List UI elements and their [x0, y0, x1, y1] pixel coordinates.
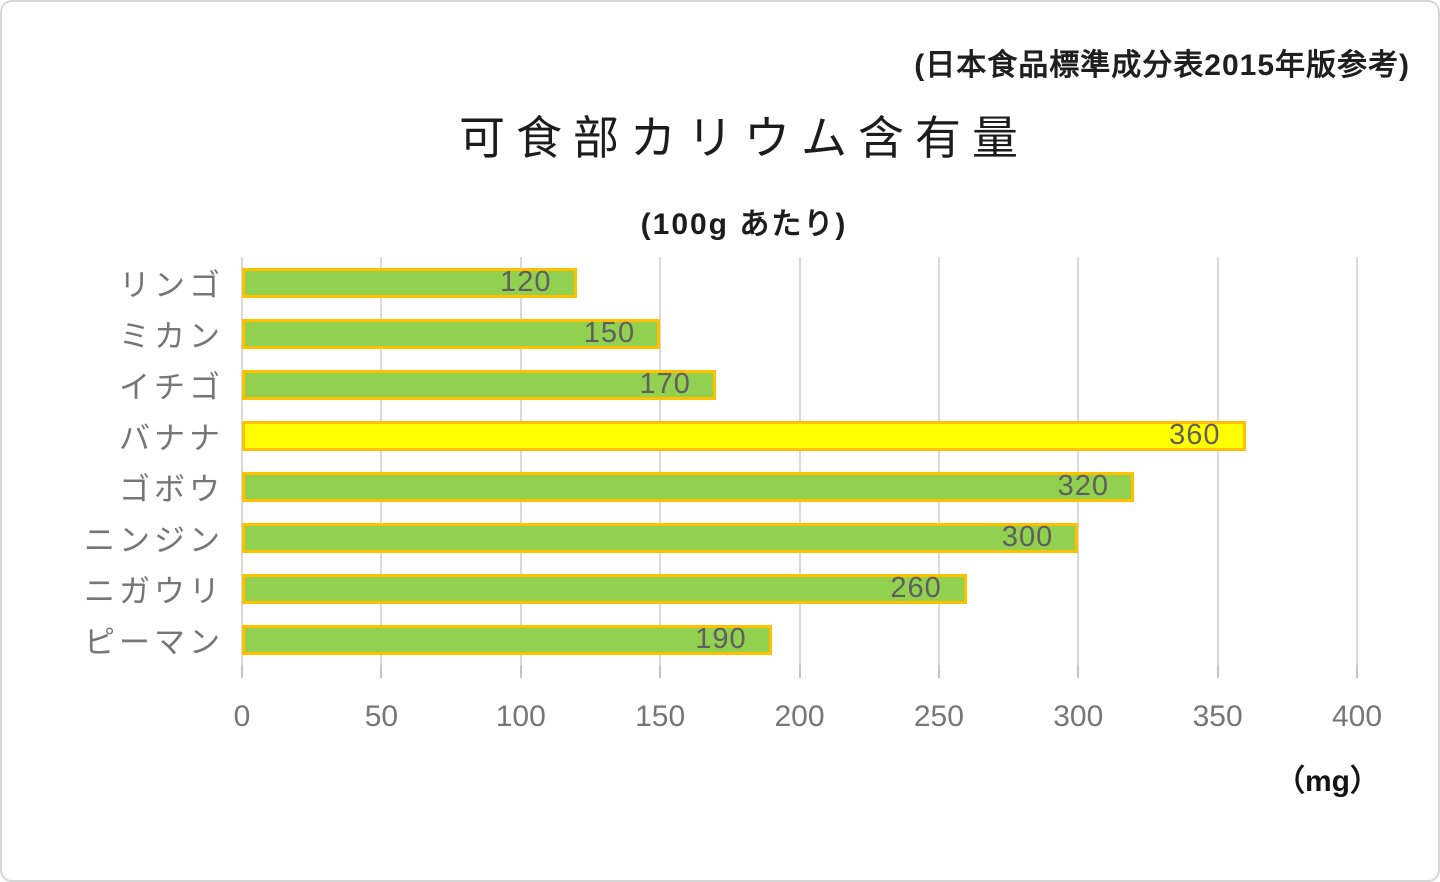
category-label: バナナ	[119, 421, 224, 456]
tick-mark	[798, 665, 801, 678]
bar-value-label: 320	[1057, 470, 1109, 502]
bar: 300	[242, 521, 1079, 553]
chart-subtitle: (100g あたり)	[640, 208, 848, 241]
gridline	[241, 257, 243, 665]
bar-row: 320	[242, 461, 1357, 512]
tick-mark	[1077, 665, 1080, 678]
x-tick-label: 400	[1331, 700, 1383, 733]
category-label: イチゴ	[119, 370, 224, 405]
bar-value-label: 260	[890, 572, 942, 604]
bar-row: 300	[242, 512, 1357, 563]
plot-area: 120 150 170 360 320 300 260 190	[241, 257, 1358, 678]
category-label: リンゴ	[119, 268, 224, 303]
bar-value-label: 190	[695, 623, 747, 655]
bar: 120	[242, 266, 577, 298]
value-axis: 0 50 100 150 200 250 300 350 400	[234, 700, 1382, 740]
bar-value-label: 150	[583, 317, 636, 349]
category-label: ピーマン	[84, 625, 224, 660]
x-tick-label: 0	[233, 700, 251, 733]
bar-value-label: 170	[639, 368, 691, 400]
bar-row: 260	[242, 563, 1357, 614]
gridline	[937, 257, 940, 665]
x-tick-label: 300	[1053, 700, 1104, 733]
axis-unit-label: （mg）	[1275, 765, 1380, 798]
category-label: ミカン	[119, 319, 224, 354]
bar: 260	[242, 572, 967, 604]
bar-row: 360	[242, 410, 1357, 461]
tick-mark	[519, 665, 522, 678]
tick-mark	[1216, 665, 1219, 678]
bar: 320	[242, 470, 1134, 502]
gridline	[1356, 257, 1358, 665]
x-tick-label: 350	[1192, 700, 1243, 733]
x-tick-label: 50	[364, 700, 399, 733]
x-tick-label: 250	[913, 700, 964, 733]
tick-mark	[937, 665, 940, 678]
gridline	[1216, 257, 1219, 665]
category-axis: リンゴミカンイチゴバナナゴボウニンジンニガウリピーマン	[2, 257, 224, 665]
x-tick-label: 200	[774, 700, 825, 733]
tick-mark	[380, 665, 383, 678]
source-note: (日本食品標準成分表2015年版参考)	[914, 49, 1410, 82]
chart-title: 可食部カリウム含有量	[459, 112, 1029, 164]
category-label: ゴボウ	[119, 472, 224, 507]
tick-mark	[241, 665, 243, 678]
gridline	[380, 257, 383, 665]
tick-mark	[1356, 665, 1358, 678]
bar-value-label: 120	[500, 266, 552, 298]
bar-value-label: 360	[1169, 419, 1221, 451]
gridline	[1077, 257, 1080, 665]
x-tick-label: 150	[635, 700, 686, 733]
bar-row: 150	[242, 308, 1357, 359]
bar: 170	[242, 368, 716, 400]
bar: 150	[242, 317, 661, 349]
gridline	[659, 257, 662, 665]
category-label: ニガウリ	[84, 574, 224, 609]
bar: 190	[242, 623, 772, 655]
gridline	[519, 257, 522, 665]
bar: 360	[242, 419, 1246, 451]
x-tick-label: 100	[495, 700, 546, 733]
bar-row: 170	[242, 359, 1357, 410]
tick-mark	[659, 665, 662, 678]
bar-row: 120	[242, 257, 1357, 308]
bar-value-label: 300	[1001, 521, 1054, 553]
bar-row: 190	[242, 614, 1357, 665]
gridline	[798, 257, 801, 665]
category-label: ニンジン	[84, 523, 224, 558]
